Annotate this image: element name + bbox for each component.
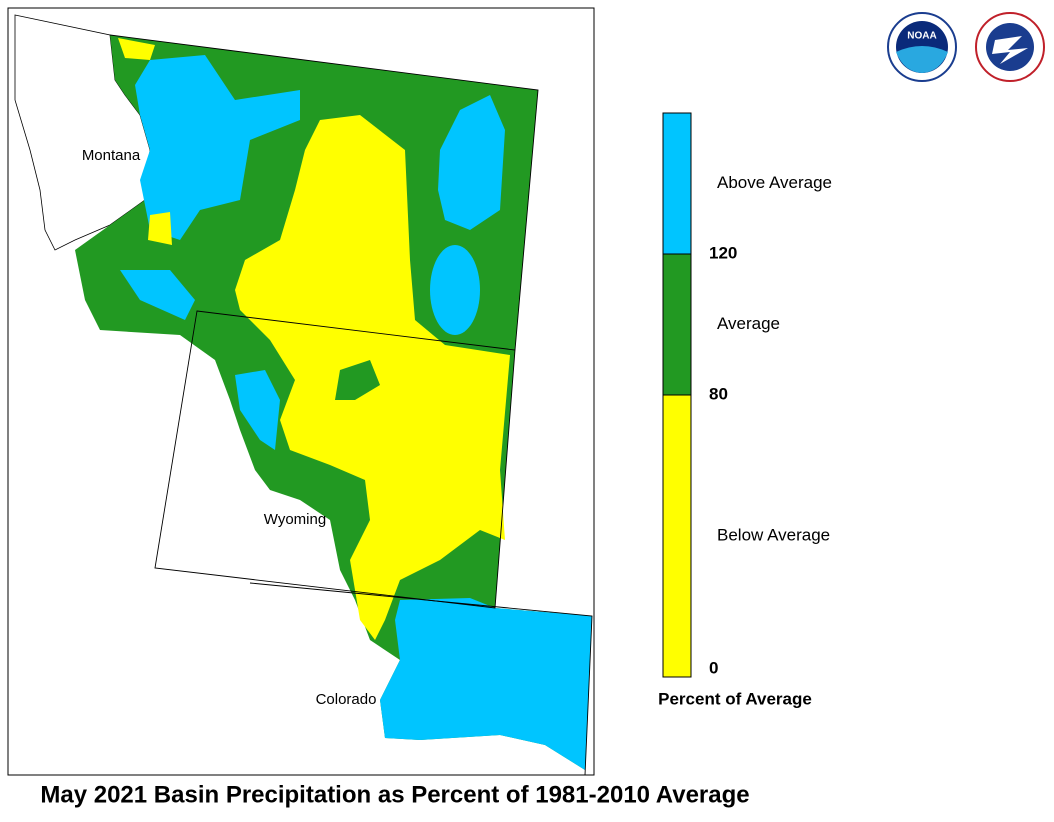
state-outline (109, 34, 539, 351)
legend-tick-label: 0 (709, 658, 718, 677)
legend-label: Below Average (717, 525, 830, 544)
logos: NOAA (887, 12, 1045, 82)
state-label: Wyoming (264, 511, 326, 528)
map (14, 14, 593, 776)
legend-label: Average (717, 314, 780, 333)
legend-tick-label: 80 (709, 384, 728, 403)
region-above (430, 245, 480, 335)
nws-logo (992, 36, 1028, 64)
legend: Below Average Average Above Average 0 80 120 P… (658, 112, 832, 708)
region-above (120, 270, 195, 320)
legend-swatch (662, 253, 692, 396)
legend-swatch (662, 112, 692, 255)
legend-title: Percent of Average (658, 689, 812, 708)
noaa-logo-text: NOAA (907, 31, 936, 42)
region-average (335, 360, 380, 400)
state-outline (226, 582, 593, 776)
legend-tick-label: 120 (709, 243, 737, 262)
legend-swatch (662, 394, 692, 678)
region-below (148, 212, 172, 245)
region-above (438, 95, 505, 230)
region-above (380, 598, 592, 770)
state-outline (154, 310, 516, 609)
region-above (135, 55, 300, 240)
state-label: Colorado (316, 691, 377, 708)
state-label: Montana (82, 147, 141, 164)
region-above (235, 370, 280, 450)
region-below (118, 38, 155, 60)
title: May 2021 Basin Precipitation as Percent … (40, 781, 749, 808)
legend-label: Above Average (717, 173, 832, 192)
noaa-logo (896, 46, 948, 73)
